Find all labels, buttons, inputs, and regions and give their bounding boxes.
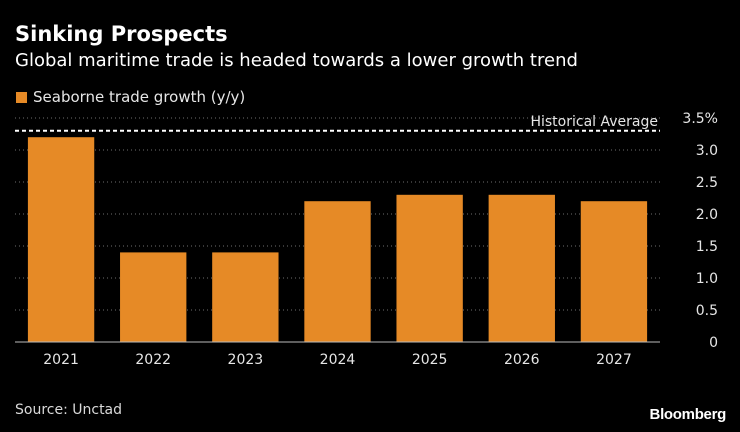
y-tick-label: 2.0 xyxy=(696,207,718,223)
x-tick-label: 2026 xyxy=(504,352,540,368)
y-tick-label: 2.5 xyxy=(696,175,718,191)
x-tick-label: 2025 xyxy=(412,352,448,368)
bar-2024 xyxy=(304,201,371,342)
bar-2023 xyxy=(212,252,279,342)
legend: Seaborne trade growth (y/y) xyxy=(16,88,245,106)
bar-2027 xyxy=(580,201,648,342)
bloomberg-logo: Bloomberg xyxy=(649,406,727,423)
y-tick-label: 0.5 xyxy=(696,303,718,319)
y-tick-label: 0 xyxy=(709,335,718,351)
legend-label: Seaborne trade growth (y/y) xyxy=(33,88,246,106)
x-tick-label: 2021 xyxy=(43,352,79,368)
x-tick-label: 2027 xyxy=(596,352,632,368)
y-tick-label: 3.0 xyxy=(696,143,718,159)
x-tick-label: 2022 xyxy=(135,352,171,368)
historical-average-label: Historical Average xyxy=(530,114,658,130)
source-note: Source: Unctad xyxy=(15,402,123,418)
chart-subtitle: Global maritime trade is headed towards … xyxy=(15,50,578,71)
legend-swatch xyxy=(16,91,27,103)
x-tick-label: 2024 xyxy=(320,352,356,368)
y-tick-label: 3.5% xyxy=(682,111,718,127)
bar-2026 xyxy=(488,194,555,342)
bar-2021 xyxy=(27,137,95,342)
y-tick-label: 1.5 xyxy=(696,239,718,255)
bar-2025 xyxy=(396,194,463,342)
x-tick-label: 2023 xyxy=(228,352,264,368)
y-tick-label: 1.0 xyxy=(696,271,718,287)
bar-2022 xyxy=(120,252,187,342)
chart-title: Sinking Prospects xyxy=(15,22,228,46)
